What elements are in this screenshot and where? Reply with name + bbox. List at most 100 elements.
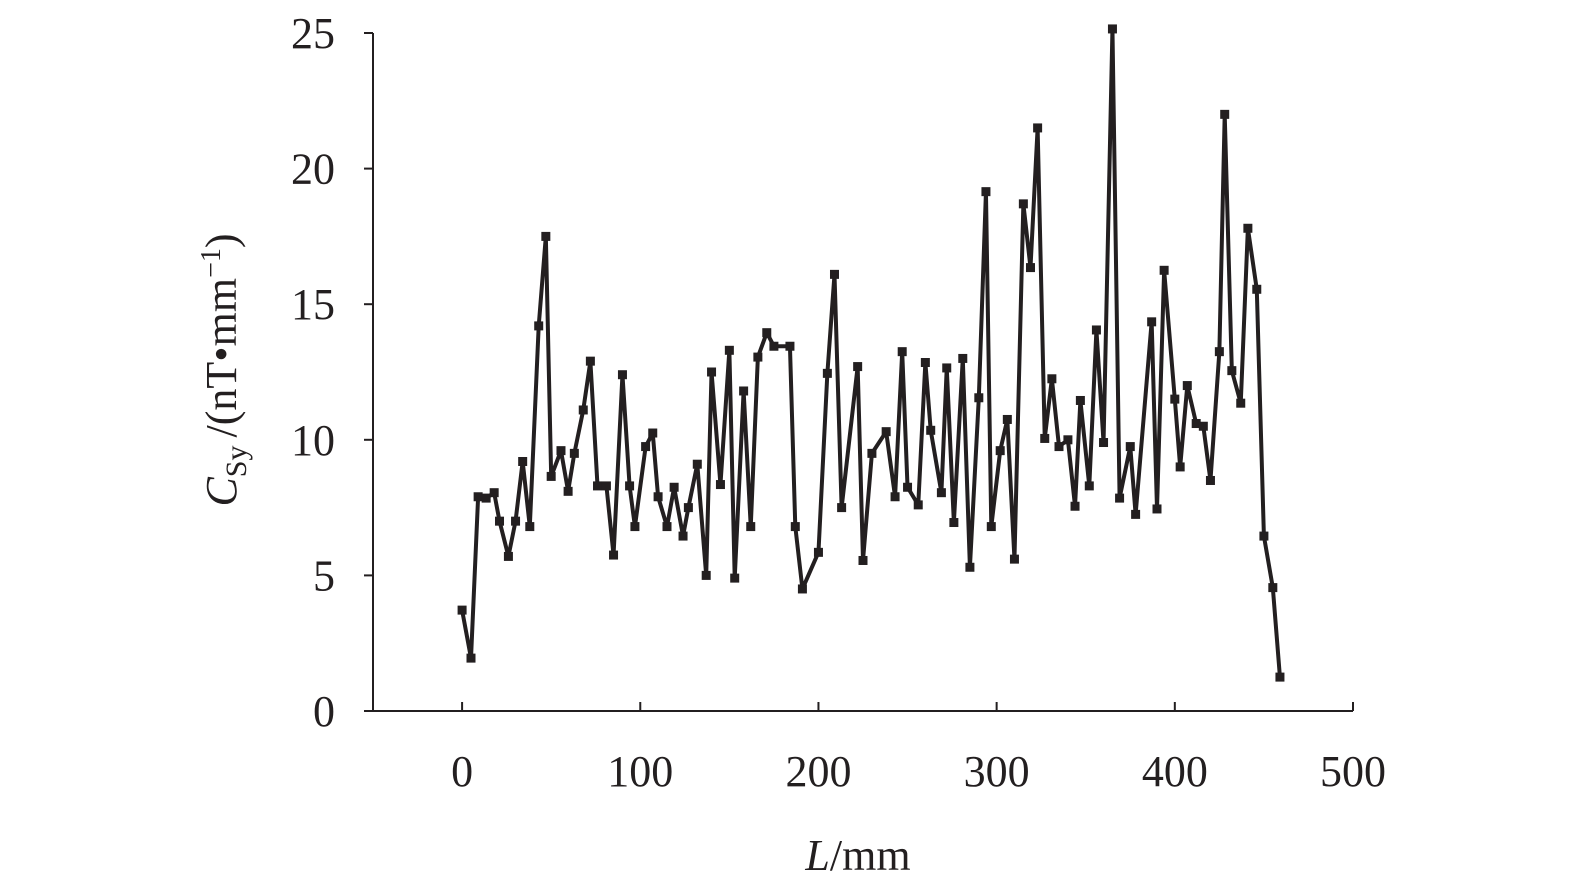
data-point [546, 471, 556, 481]
data-point [1115, 493, 1125, 503]
data-point [1243, 223, 1253, 233]
y-tick-label: 25 [291, 9, 335, 58]
data-point [1047, 374, 1057, 384]
data-point [707, 367, 717, 377]
data-point [903, 482, 913, 492]
x-tick-label: 0 [451, 747, 473, 796]
data-point [678, 531, 688, 541]
data-point [601, 481, 611, 491]
data-point [715, 480, 725, 490]
data-point [974, 393, 984, 403]
data-point [797, 584, 807, 594]
data-point [1025, 263, 1035, 273]
data-point [1252, 284, 1262, 294]
data-point [683, 503, 693, 513]
y-tick-label: 5 [313, 551, 335, 600]
data-point [790, 522, 800, 532]
y-label-symbol: C [197, 477, 246, 507]
data-point [617, 370, 627, 380]
data-point [1099, 438, 1109, 448]
data-point [503, 551, 513, 561]
data-point [858, 555, 868, 565]
data-point [769, 341, 779, 351]
y-tick-label: 20 [291, 145, 335, 194]
data-point [1107, 24, 1117, 34]
y-tick-label: 10 [291, 416, 335, 465]
data-point [1259, 531, 1269, 541]
data-point [936, 488, 946, 498]
data-point [1063, 435, 1073, 445]
data-point [466, 653, 476, 663]
data-point [1205, 475, 1215, 485]
y-label-superscript: −1 [196, 248, 227, 278]
data-point [1002, 414, 1012, 424]
data-point [641, 442, 651, 452]
data-point [1220, 109, 1230, 119]
data-point [525, 522, 535, 532]
data-point [648, 428, 658, 438]
data-point [593, 481, 603, 491]
data-point [653, 492, 663, 502]
x-tick-label: 200 [785, 747, 851, 796]
x-label-symbol: L [804, 831, 829, 880]
data-point [1159, 265, 1169, 275]
data-point [822, 368, 832, 378]
data-point [813, 547, 823, 557]
data-point [1033, 123, 1043, 133]
data-point [630, 522, 640, 532]
data-point [1075, 395, 1085, 405]
data-point [669, 482, 679, 492]
data-point [585, 356, 595, 366]
data-point [753, 352, 763, 362]
data-point [739, 386, 749, 396]
x-tick-label: 500 [1320, 747, 1386, 796]
x-tick-label: 300 [964, 747, 1030, 796]
data-point [1214, 347, 1224, 357]
data-point [1152, 504, 1162, 514]
data-point [518, 456, 528, 466]
data-point [1275, 672, 1285, 682]
data-point [965, 562, 975, 572]
data-point [1147, 317, 1157, 327]
data-point [578, 405, 588, 415]
data-point [762, 328, 772, 338]
data-point [473, 492, 483, 502]
data-point [489, 488, 499, 498]
data-point [837, 503, 847, 513]
data-point [986, 522, 996, 532]
data-point [746, 522, 756, 532]
data-point [1091, 325, 1101, 335]
data-point [926, 425, 936, 435]
x-tick-label: 100 [607, 747, 673, 796]
data-point [692, 459, 702, 469]
data-point [1009, 554, 1019, 564]
data-point [897, 347, 907, 357]
data-point [701, 570, 711, 580]
data-point [730, 573, 740, 583]
data-point [609, 550, 619, 560]
data-point [867, 448, 877, 458]
data-point [569, 448, 579, 458]
data-point [1018, 199, 1028, 209]
data-point [890, 492, 900, 502]
data-point [1236, 398, 1246, 408]
y-tick-label: 0 [313, 687, 335, 736]
data-point [1170, 394, 1180, 404]
data-point [495, 516, 505, 526]
y-label-unit: /(nT•mm [197, 278, 246, 438]
data-point [1182, 381, 1192, 391]
data-point [481, 493, 491, 503]
data-point [853, 362, 863, 372]
data-point [1125, 442, 1135, 452]
data-point [534, 321, 544, 331]
y-label-close: ) [197, 233, 246, 248]
data-point [625, 481, 635, 491]
x-label-unit: /mm [830, 831, 911, 880]
y-axis-label: CSy /(nT•mm−1) [196, 233, 253, 506]
y-label-subscript: Sy [220, 446, 253, 478]
data-point [662, 522, 672, 532]
data-point [1070, 501, 1080, 511]
data-point [1175, 462, 1185, 472]
data-point [949, 518, 959, 528]
data-point [881, 427, 891, 437]
